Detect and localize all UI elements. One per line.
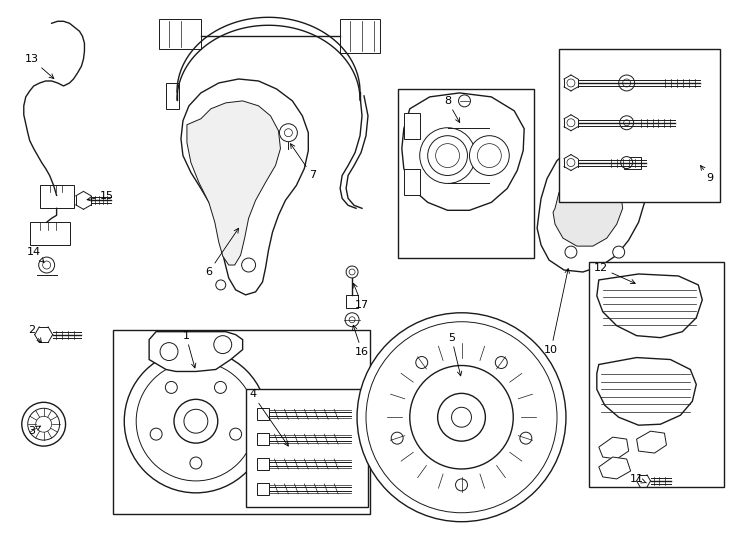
Circle shape [613, 153, 625, 165]
Bar [404, 168, 420, 195]
Circle shape [345, 313, 359, 327]
Polygon shape [401, 93, 524, 210]
Circle shape [470, 136, 509, 176]
Text: 13: 13 [25, 54, 54, 78]
Bar [340, 19, 380, 53]
Circle shape [415, 356, 428, 368]
Circle shape [160, 342, 178, 361]
Text: 3: 3 [28, 426, 40, 436]
Circle shape [428, 136, 468, 176]
Circle shape [436, 144, 459, 167]
Text: 2: 2 [28, 325, 41, 343]
Circle shape [349, 317, 355, 323]
Text: 4: 4 [249, 389, 288, 446]
Circle shape [391, 432, 403, 444]
Circle shape [619, 75, 635, 91]
Polygon shape [597, 357, 697, 425]
Polygon shape [149, 332, 243, 372]
Circle shape [456, 479, 468, 491]
Text: 14: 14 [26, 247, 44, 262]
Text: 6: 6 [206, 228, 239, 277]
Circle shape [346, 266, 358, 278]
Circle shape [613, 246, 625, 258]
Bar [624, 157, 641, 168]
Text: 10: 10 [544, 269, 570, 355]
Polygon shape [187, 101, 280, 265]
Circle shape [216, 280, 226, 290]
Circle shape [39, 257, 54, 273]
Circle shape [214, 336, 232, 354]
Circle shape [230, 428, 241, 440]
Circle shape [565, 246, 577, 258]
Text: 8: 8 [444, 96, 459, 123]
Bar [113, 330, 370, 514]
Circle shape [174, 400, 218, 443]
Bar [257, 433, 269, 445]
Circle shape [28, 408, 59, 440]
Circle shape [451, 407, 471, 427]
Polygon shape [597, 274, 702, 338]
Circle shape [36, 416, 51, 432]
Circle shape [621, 157, 633, 168]
Circle shape [495, 356, 507, 368]
Circle shape [520, 432, 532, 444]
Bar [257, 408, 269, 420]
Bar [257, 458, 269, 470]
Text: 16: 16 [352, 325, 369, 356]
Circle shape [624, 120, 630, 126]
Circle shape [477, 144, 501, 167]
Circle shape [420, 128, 476, 184]
Circle shape [567, 119, 575, 127]
Text: 5: 5 [448, 333, 462, 376]
Bar [30, 222, 70, 245]
Circle shape [349, 269, 355, 275]
Circle shape [214, 381, 226, 393]
Bar [166, 83, 179, 109]
Polygon shape [636, 431, 666, 453]
Circle shape [150, 428, 162, 440]
Circle shape [619, 116, 633, 130]
Circle shape [622, 79, 631, 87]
Bar [159, 19, 201, 49]
Bar [559, 49, 720, 202]
Bar [257, 483, 269, 495]
Text: 7: 7 [291, 144, 316, 180]
Text: 11: 11 [630, 474, 647, 484]
Circle shape [43, 261, 51, 269]
Circle shape [567, 79, 575, 87]
Polygon shape [599, 437, 628, 459]
Polygon shape [553, 171, 622, 246]
Bar [404, 113, 420, 139]
Circle shape [280, 124, 297, 141]
Polygon shape [599, 457, 631, 479]
Circle shape [285, 129, 292, 137]
Circle shape [124, 349, 267, 493]
Polygon shape [181, 79, 308, 295]
Circle shape [241, 258, 255, 272]
Circle shape [137, 361, 255, 481]
Text: 17: 17 [353, 284, 369, 310]
Circle shape [459, 95, 470, 107]
Text: 15: 15 [87, 191, 113, 201]
Circle shape [410, 366, 513, 469]
Polygon shape [537, 143, 644, 272]
Circle shape [437, 393, 485, 441]
Text: 9: 9 [700, 166, 713, 184]
Bar [246, 389, 368, 507]
Text: 1: 1 [183, 330, 196, 368]
Circle shape [567, 159, 575, 166]
Bar [589, 262, 724, 487]
Text: 12: 12 [594, 263, 635, 284]
Circle shape [565, 153, 577, 165]
Circle shape [366, 322, 557, 513]
Circle shape [184, 409, 208, 433]
Circle shape [165, 381, 178, 393]
Circle shape [357, 313, 566, 522]
Bar [398, 89, 534, 258]
Circle shape [190, 457, 202, 469]
Bar [346, 295, 358, 308]
Bar [40, 185, 73, 208]
Circle shape [22, 402, 65, 446]
